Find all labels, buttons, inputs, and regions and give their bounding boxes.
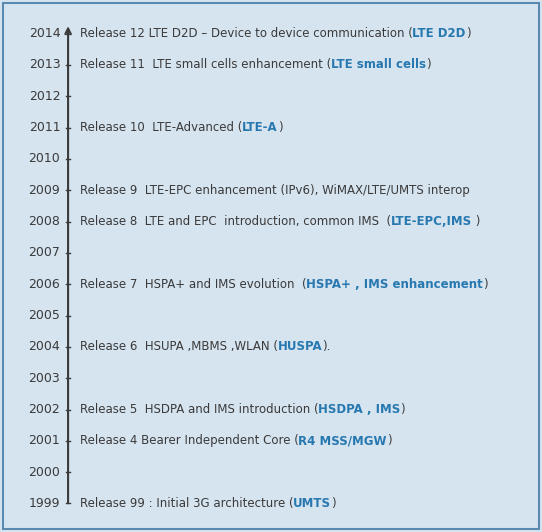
Text: LTE small cells: LTE small cells — [331, 59, 426, 71]
Text: ): ) — [401, 403, 405, 416]
Text: R4 MSS/MGW: R4 MSS/MGW — [299, 434, 387, 447]
Text: 2011: 2011 — [29, 121, 60, 134]
Text: HUSPA: HUSPA — [278, 340, 322, 353]
Text: Release 6  HSUPA ,MBMS ,WLAN (: Release 6 HSUPA ,MBMS ,WLAN ( — [80, 340, 278, 353]
Text: Release 4 Bearer Independent Core (: Release 4 Bearer Independent Core ( — [80, 434, 299, 447]
Text: 1999: 1999 — [29, 497, 60, 510]
Text: Release 11  LTE small cells enhancement (: Release 11 LTE small cells enhancement ( — [80, 59, 331, 71]
Text: 2005: 2005 — [28, 309, 60, 322]
Text: LTE-EPC,IMS: LTE-EPC,IMS — [391, 215, 472, 228]
Text: ).: ). — [322, 340, 331, 353]
Text: LTE-A: LTE-A — [242, 121, 278, 134]
Text: ): ) — [387, 434, 391, 447]
Text: 2008: 2008 — [28, 215, 60, 228]
Text: HSPA+ , IMS enhancement: HSPA+ , IMS enhancement — [306, 278, 483, 290]
Text: ): ) — [426, 59, 430, 71]
Text: Release 8  LTE and EPC  introduction, common IMS  (: Release 8 LTE and EPC introduction, comm… — [80, 215, 391, 228]
Text: Release 99 : Initial 3G architecture (: Release 99 : Initial 3G architecture ( — [80, 497, 293, 510]
Text: 2009: 2009 — [29, 184, 60, 197]
Text: Release 12 LTE D2D – Device to device communication (: Release 12 LTE D2D – Device to device co… — [80, 27, 412, 40]
Text: Release 7  HSPA+ and IMS evolution  (: Release 7 HSPA+ and IMS evolution ( — [80, 278, 306, 290]
Text: 2007: 2007 — [28, 246, 60, 260]
Text: 2013: 2013 — [29, 59, 60, 71]
Text: 2003: 2003 — [29, 372, 60, 385]
Text: ): ) — [466, 27, 470, 40]
Text: ): ) — [331, 497, 336, 510]
Text: LTE D2D: LTE D2D — [412, 27, 466, 40]
Text: 2004: 2004 — [29, 340, 60, 353]
Text: ): ) — [472, 215, 480, 228]
Text: 2002: 2002 — [29, 403, 60, 416]
Text: ): ) — [483, 278, 487, 290]
Text: UMTS: UMTS — [293, 497, 331, 510]
Text: 2001: 2001 — [29, 434, 60, 447]
Text: 2012: 2012 — [29, 90, 60, 103]
Text: Release 9  LTE-EPC enhancement (IPv6), WiMAX/LTE/UMTS interop: Release 9 LTE-EPC enhancement (IPv6), Wi… — [80, 184, 469, 197]
Text: 2000: 2000 — [28, 466, 60, 479]
Text: Release 5  HSDPA and IMS introduction (: Release 5 HSDPA and IMS introduction ( — [80, 403, 318, 416]
Text: 2010: 2010 — [29, 153, 60, 165]
Text: 2014: 2014 — [29, 27, 60, 40]
Text: 2006: 2006 — [29, 278, 60, 290]
Text: HSDPA , IMS: HSDPA , IMS — [318, 403, 401, 416]
Text: Release 10  LTE-Advanced (: Release 10 LTE-Advanced ( — [80, 121, 242, 134]
Text: ): ) — [278, 121, 282, 134]
